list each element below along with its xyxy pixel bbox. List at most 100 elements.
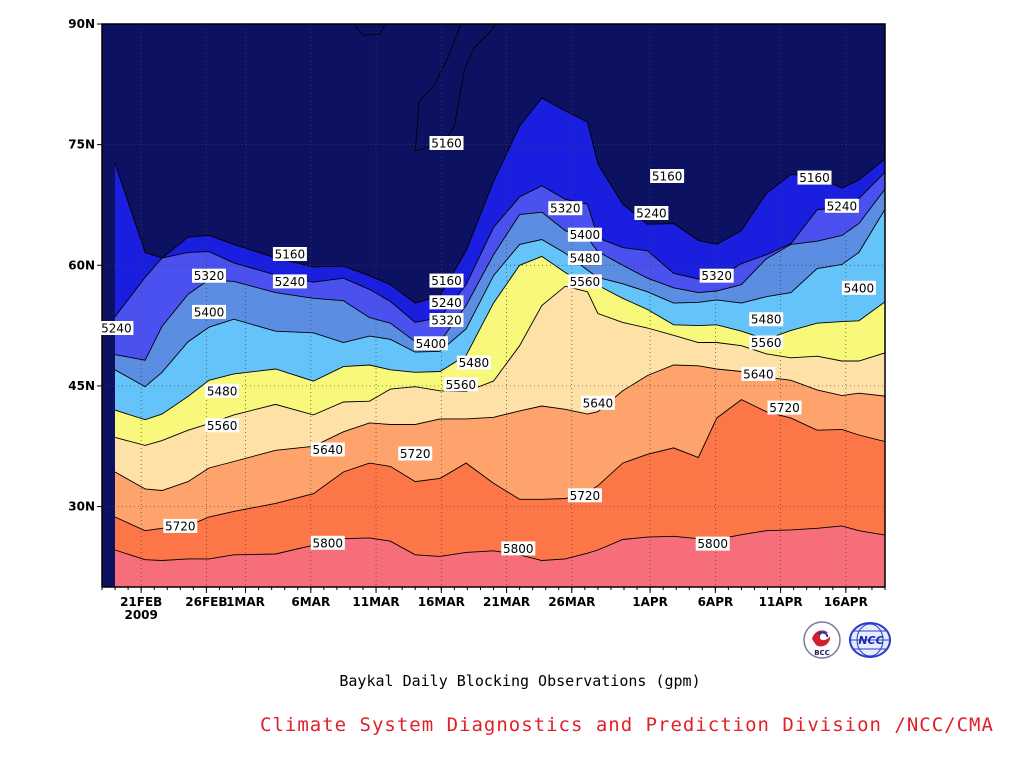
contour-label-box: [99, 321, 134, 335]
contour-label-box: [456, 355, 491, 370]
contour-label: 5160: [429, 273, 464, 288]
grid-lines: [102, 24, 885, 587]
contour-label-box: [272, 247, 307, 261]
y-tick-label: 45N: [68, 379, 95, 393]
contour-label: 5560: [567, 274, 602, 289]
x-tick-label: 6APR: [698, 595, 734, 609]
contour-label-text: 5640: [583, 396, 614, 410]
contour-line-5320: [114, 188, 885, 361]
contour-label-text: 5480: [751, 313, 782, 327]
contour-label: 5560: [749, 335, 784, 350]
contour-label-text: 5320: [431, 314, 462, 328]
contour-label-box: [310, 535, 345, 550]
bcc-logo-text: BCC: [814, 649, 830, 657]
y-tick-label: 60N: [68, 258, 95, 272]
contour-label-box: [548, 201, 583, 216]
contour-label-text: 5560: [207, 419, 238, 433]
contour-label-box: [567, 274, 602, 289]
contour-label: 5480: [456, 355, 491, 370]
contour-label-box: [567, 227, 602, 242]
bcc-logo-icon: BCC: [803, 621, 841, 659]
contour-label: 5400: [841, 280, 876, 295]
contour-label: 5720: [767, 400, 802, 415]
contour-label: 5640: [741, 366, 776, 381]
contour-label-box: [429, 313, 464, 327]
contour-label-text: 5160: [431, 137, 462, 151]
contour-label: 5400: [192, 304, 226, 319]
contour-label: 5320: [548, 201, 583, 216]
x-tick-label: 6MAR: [291, 595, 330, 609]
contour-label-box: [429, 273, 464, 288]
contour-label-box: [310, 442, 345, 457]
contour-label-text: 5560: [751, 336, 782, 350]
contour-label: 5240: [824, 198, 859, 213]
y-tick-label: 30N: [68, 500, 95, 514]
contour-label: 5480: [567, 251, 602, 266]
contour-label-text: 5480: [570, 252, 601, 266]
contour-label-text: 5720: [165, 519, 196, 533]
contour-label-box: [205, 383, 240, 398]
contour-label: 5640: [580, 395, 615, 410]
band-above-5800: [115, 525, 885, 587]
contour-label-text: 5400: [844, 281, 875, 295]
y-axis: 30N 45N 60N 75N 90N: [68, 17, 102, 514]
contour-label-text: 5800: [503, 542, 534, 556]
x-year-label: 2009: [124, 608, 157, 622]
contour-line-5560: [114, 285, 885, 446]
contour-label: 5720: [567, 488, 602, 503]
contour-line-5240: [114, 171, 885, 323]
contour-label-box: [567, 251, 602, 265]
x-tick-label: 11MAR: [352, 595, 399, 609]
contour-label-box: [841, 280, 876, 295]
contour-label-text: 5560: [570, 275, 601, 289]
contour-label-box: [634, 206, 669, 220]
x-tick-label: 11APR: [759, 595, 803, 609]
x-tick-label: 21MAR: [483, 595, 530, 609]
contour-label-box: [749, 335, 784, 350]
y-tick-label: 75N: [68, 138, 95, 152]
contour-label-box: [824, 198, 859, 213]
contour-label-text: 5160: [799, 171, 830, 185]
contour-label: 5320: [429, 313, 464, 328]
contour-label-text: 5160: [275, 248, 306, 262]
contour-label: 5240: [272, 274, 307, 289]
contour-label-box: [749, 312, 784, 327]
island-5160-0: [353, 24, 386, 36]
contour-label-text: 5240: [101, 322, 132, 336]
contour-label-box: [429, 295, 464, 310]
contour-label: 5560: [443, 377, 478, 392]
contour-label-box: [192, 304, 226, 319]
contour-label: 5400: [413, 336, 448, 351]
x-tick-label: 1MAR: [226, 595, 265, 609]
y-tick-label: 90N: [68, 17, 95, 31]
x-tick-label: 26FEB: [185, 595, 227, 609]
contour-label-text: 5240: [636, 207, 667, 221]
contour-label-box: [741, 366, 776, 381]
contour-label-text: 5720: [400, 447, 431, 461]
contour-label-box: [429, 136, 464, 150]
contour-label-text: 5640: [743, 367, 774, 381]
contour-label-text: 5240: [827, 199, 858, 213]
contour-chart: 5160 5160 5160 5160 5160 5240 5240 5240 5240 5240…: [68, 17, 886, 622]
contour-label-text: 5800: [313, 536, 344, 550]
contour-label-box: [580, 395, 615, 410]
contour-label-text: 5400: [194, 305, 225, 319]
contour-label-text: 5480: [459, 356, 490, 370]
contour-fills: [102, 24, 885, 587]
contour-label-box: [567, 488, 602, 503]
contour-label-box: [398, 446, 433, 461]
contour-label-text: 5160: [431, 274, 462, 288]
contour-label: 5800: [310, 535, 345, 550]
contour-label-box: [797, 170, 832, 185]
contour-label: 5240: [99, 321, 134, 336]
contour-label: 5800: [501, 541, 536, 556]
ncc-logo-text: NCC: [858, 634, 883, 647]
x-tick-label: 26MAR: [548, 595, 595, 609]
contour-label: 5160: [650, 169, 685, 184]
contour-label: 5720: [163, 518, 198, 533]
credit-line: Climate System Diagnostics and Predictio…: [260, 714, 994, 736]
contour-label-box: [695, 536, 730, 551]
contour-line-5720: [114, 399, 885, 532]
contour-label-box: [192, 268, 226, 283]
contour-label-text: 5320: [550, 202, 581, 216]
